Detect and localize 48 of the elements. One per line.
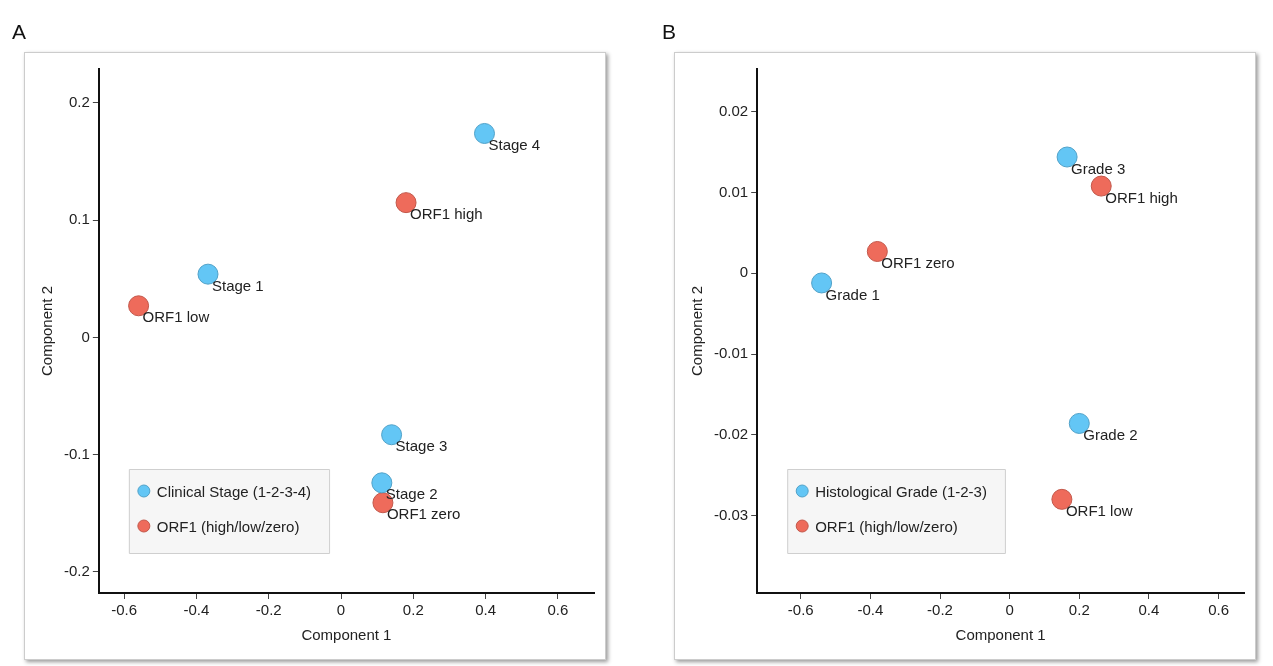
y-tick-label: 0 — [739, 263, 749, 281]
y-tick-label: -0.03 — [713, 505, 749, 523]
annotation: Grade 3 — [1071, 159, 1126, 177]
annotation: Grade 2 — [1083, 426, 1138, 444]
annotation: ORF1 zero — [881, 254, 955, 272]
y-tick-label: -0.2 — [63, 562, 90, 580]
annotation: Stage 4 — [488, 136, 541, 154]
annotation: ORF1 high — [1105, 188, 1178, 206]
x-tick-label: 0.6 — [547, 601, 569, 619]
chart-title: B — [662, 20, 677, 44]
x-axis-title: Component 1 — [301, 626, 392, 644]
x-tick-label: -0.2 — [927, 601, 953, 619]
x-tick-label: -0.2 — [255, 601, 282, 619]
x-tick-label: 0 — [1005, 601, 1014, 619]
y-tick-label: 0.01 — [718, 182, 749, 200]
annotation: ORF1 low — [142, 308, 210, 326]
x-tick-label: -0.6 — [111, 601, 138, 619]
legend-label: Histological Grade (1-2-3) — [815, 483, 987, 501]
x-tick-label: 0.4 — [475, 601, 496, 619]
legend-label: Clinical Stage (1-2-3-4) — [156, 483, 312, 501]
y-tick-label: 0.1 — [68, 210, 90, 228]
x-tick-label: -0.4 — [857, 601, 884, 619]
x-tick-label: -0.6 — [787, 601, 814, 619]
annotation: Grade 1 — [825, 285, 880, 303]
y-axis-title: Component 2 — [38, 285, 56, 377]
annotation: ORF1 zero — [386, 505, 461, 523]
legend-label: ORF1 (high/low/zero) — [815, 518, 958, 536]
y-tick-label: -0.01 — [713, 344, 749, 362]
y-tick-label: 0.2 — [68, 93, 90, 111]
x-tick-label: 0.2 — [402, 601, 424, 619]
annotation: Stage 1 — [212, 276, 264, 294]
y-axis-title: Component 2 — [688, 285, 706, 377]
chart-title: A — [12, 20, 27, 44]
y-tick-label: 0 — [81, 327, 90, 345]
y-tick-label: -0.02 — [713, 424, 749, 442]
annotation: ORF1 high — [410, 205, 483, 223]
legend-label: ORF1 (high/low/zero) — [156, 518, 300, 536]
annotation: Stage 2 — [385, 485, 438, 503]
x-tick-label: 0.6 — [1208, 601, 1230, 619]
annotation: Stage 3 — [395, 437, 448, 455]
x-axis-title: Component 1 — [955, 626, 1046, 644]
x-tick-label: 0.2 — [1068, 601, 1090, 619]
y-tick-label: 0.02 — [718, 101, 749, 119]
y-tick-label: -0.1 — [63, 444, 90, 462]
x-tick-label: -0.4 — [183, 601, 210, 619]
x-tick-label: 0.4 — [1138, 601, 1160, 619]
annotation: ORF1 low — [1065, 501, 1133, 519]
x-tick-label: 0 — [336, 601, 346, 619]
